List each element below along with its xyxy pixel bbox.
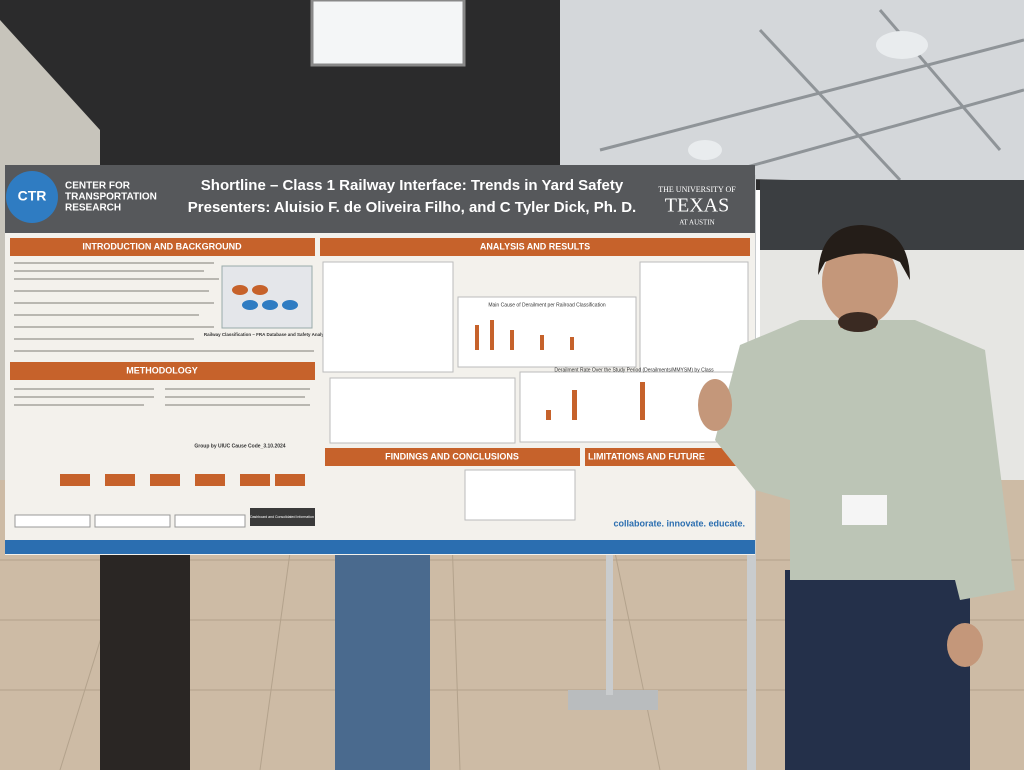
section-title: LIMITATIONS AND FUTURE — [588, 451, 705, 461]
section-header — [10, 238, 315, 256]
university: AT AUSTIN — [679, 219, 714, 227]
stand-foot — [568, 690, 658, 710]
poster-title: Shortline – Class 1 Railway Interface: T… — [201, 177, 624, 194]
ceiling-light — [310, 0, 466, 67]
text-lines — [14, 262, 314, 352]
presenter — [698, 225, 1015, 770]
lamp — [876, 31, 928, 59]
poster-footer — [5, 540, 755, 554]
chart-image — [457, 296, 637, 368]
caption: Railway Classification – FRA Database an… — [204, 332, 331, 337]
diagram-nodes — [232, 285, 298, 310]
section-header — [585, 448, 750, 466]
university: THE UNIVERSITY OF — [658, 185, 736, 194]
section-header — [320, 238, 750, 256]
table — [322, 261, 454, 373]
poster-presenters: Presenters: Aluisio F. de Oliveira Filho… — [188, 199, 636, 216]
section-title: ANALYSIS AND RESULTS — [480, 241, 590, 251]
caption: Group by UIUC Cause Code_3.10.2024 — [194, 443, 285, 449]
section-title: INTRODUCTION AND BACKGROUND — [82, 241, 242, 251]
flowchart — [14, 474, 305, 528]
table — [639, 261, 749, 373]
text-lines — [14, 388, 310, 406]
logo-text: CENTER FOR — [65, 181, 131, 192]
section-header — [325, 448, 580, 466]
section-header — [10, 362, 315, 380]
caption: Dashboard and Consolidated Information — [250, 515, 314, 519]
tagline: collaborate. innovate. educate. — [613, 518, 745, 528]
dashboard-box — [250, 508, 315, 526]
chart-bars — [475, 320, 574, 350]
logo-mark: CTR — [18, 188, 47, 204]
logo-text: RESEARCH — [65, 203, 121, 214]
caption: Derailment Rate Over the Study Period (D… — [554, 367, 714, 373]
section-title: METHODOLOGY — [126, 365, 198, 375]
logo-circle — [6, 171, 58, 223]
logo-text: TRANSPORTATION — [65, 192, 157, 203]
poster-header — [5, 165, 755, 233]
section-title: FINDINGS AND CONCLUSIONS — [385, 451, 519, 461]
chart-bars — [546, 382, 645, 420]
person-background — [100, 555, 190, 770]
lamp — [688, 140, 722, 160]
ceiling-structure — [560, 0, 1024, 185]
chart-image — [329, 377, 516, 444]
caption: Main Cause of Derailment per Railroad Cl… — [488, 302, 605, 308]
person-background — [335, 545, 430, 770]
stand-pole — [606, 555, 613, 695]
university: TEXAS — [665, 195, 729, 217]
diagram — [221, 265, 313, 329]
chart-image — [464, 469, 576, 521]
